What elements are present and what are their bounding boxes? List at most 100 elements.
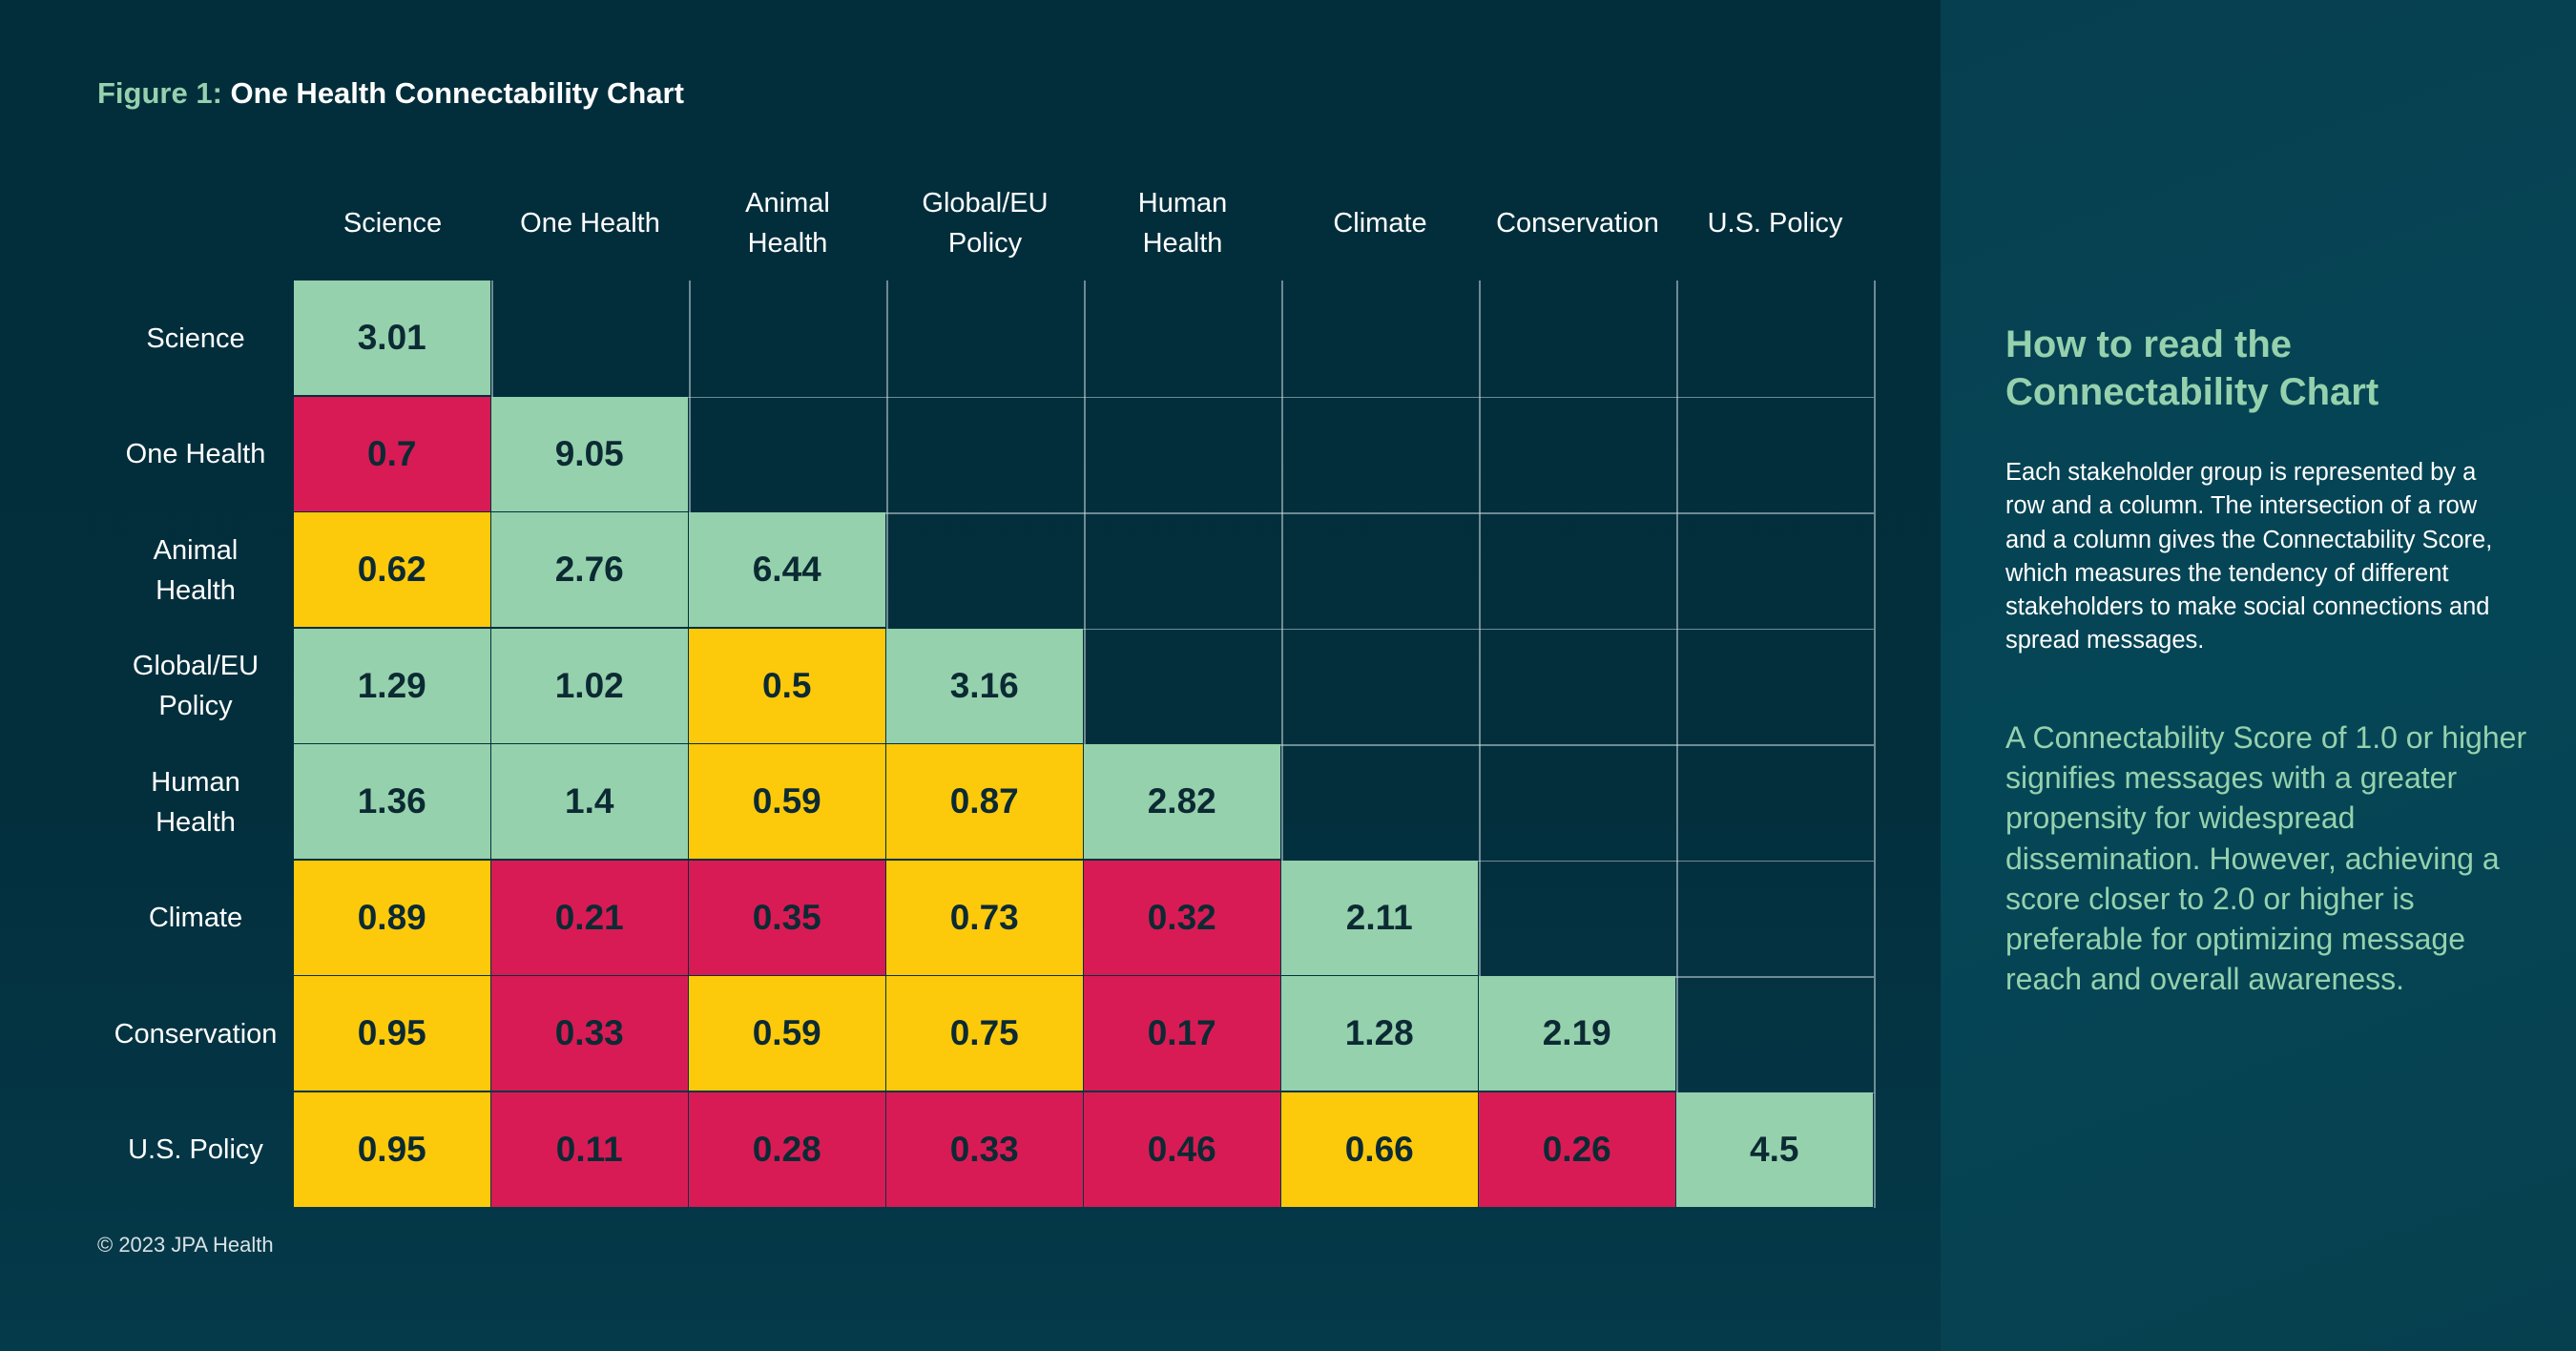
grid-line-vertical: [1874, 281, 1876, 1208]
heatmap-cell: 0.89: [294, 860, 490, 975]
heatmap-cell: 1.36: [294, 744, 490, 859]
cell-value: 1.4: [565, 781, 614, 821]
heatmap-cell: 2.82: [1084, 744, 1280, 859]
heatmap-cell: 0.62: [294, 512, 490, 627]
cell-value: 1.28: [1344, 1013, 1414, 1052]
column-header: Climate: [1333, 208, 1427, 239]
cell-value: 0.21: [554, 897, 624, 937]
grid-line-horizontal: [1479, 976, 1874, 978]
cell-value: 0.7: [367, 433, 417, 473]
cell-value: 0.5: [762, 665, 812, 705]
grid-line-horizontal: [1084, 744, 1874, 746]
heatmap-cell: 1.4: [491, 744, 688, 859]
heatmap-cell: 0.75: [886, 976, 1083, 1091]
heatmap-cell: 0.46: [1084, 1091, 1280, 1207]
explanation-panel: [1941, 0, 2576, 1351]
cell-value: 0.11: [555, 1129, 623, 1169]
cell-value: 0.73: [949, 897, 1019, 937]
column-header: Conservation: [1496, 208, 1659, 239]
cell-value: 0.35: [752, 897, 821, 937]
heatmap-cell: 0.66: [1281, 1091, 1478, 1207]
heatmap-cell: 0.87: [886, 744, 1083, 859]
heatmap-cell: 0.5: [689, 628, 885, 743]
column-header: U.S. Policy: [1707, 208, 1843, 239]
heatmap-cell: 0.73: [886, 860, 1083, 975]
copyright: © 2023 JPA Health: [97, 1233, 274, 1257]
heatmap-cell: 0.32: [1084, 860, 1280, 975]
heatmap-cell: 0.59: [689, 744, 885, 859]
grid-line-vertical: [886, 281, 888, 629]
cell-value: 0.62: [357, 550, 426, 589]
column-header: Global/EU Policy: [922, 188, 1049, 259]
grid-line-horizontal: [689, 512, 1874, 514]
column-header: Science: [343, 208, 443, 239]
row-header: Animal Health: [153, 534, 239, 606]
heatmap-cell: 0.59: [689, 976, 885, 1091]
cell-value: 3.16: [949, 665, 1019, 705]
cell-value: 2.82: [1147, 781, 1216, 821]
row-header: U.S. Policy: [128, 1134, 263, 1166]
column-header: One Health: [520, 208, 660, 239]
heatmap-cell: 0.33: [886, 1091, 1083, 1207]
grid-line-vertical: [1281, 281, 1283, 861]
cell-value: 1.29: [357, 665, 426, 705]
heatmap-cell: 0.26: [1479, 1091, 1675, 1207]
heatmap-cell: 2.19: [1479, 976, 1675, 1091]
figure-title-text: One Health Connectability Chart: [230, 76, 684, 110]
cell-value: 0.32: [1147, 897, 1216, 937]
heatmap-cell: 1.02: [491, 628, 688, 743]
how-to-read-note: A Connectability Score of 1.0 or higher …: [2005, 720, 2527, 997]
cell-value: 4.5: [1750, 1129, 1799, 1169]
cell-value: 0.95: [357, 1129, 426, 1169]
cell-value: 0.33: [949, 1129, 1019, 1169]
cell-value: 0.26: [1542, 1129, 1611, 1169]
heatmap-cell: 3.16: [886, 628, 1083, 743]
cell-value: 0.59: [752, 1013, 821, 1052]
cell-value: 1.36: [357, 781, 426, 821]
heatmap-cell: 3.01: [294, 281, 490, 395]
row-header: Conservation: [114, 1018, 278, 1050]
row-header: Human Health: [151, 766, 240, 838]
heatmap-cell: 0.33: [491, 976, 688, 1091]
cell-value: 2.11: [1345, 897, 1413, 937]
cell-value: 0.75: [949, 1013, 1019, 1052]
cell-value: 2.19: [1542, 1013, 1611, 1052]
heatmap-cell: 9.05: [491, 396, 688, 511]
cell-value: 0.87: [949, 781, 1019, 821]
heatmap-cell: 0.28: [689, 1091, 885, 1207]
cell-value: 0.95: [357, 1013, 426, 1052]
heatmap-cell: 0.7: [294, 396, 490, 511]
heatmap-cell: 0.95: [294, 1091, 490, 1207]
cell-value: 0.33: [554, 1013, 624, 1052]
heatmap-cell: 1.29: [294, 628, 490, 743]
grid-line-horizontal: [1281, 860, 1874, 862]
grid-line-horizontal: [886, 628, 1874, 630]
cell-value: 0.17: [1147, 1013, 1216, 1052]
cell-value: 0.66: [1344, 1129, 1414, 1169]
how-to-read-body: Each stakeholder group is represented by…: [2005, 459, 2493, 655]
cell-value: 9.05: [554, 433, 624, 473]
heatmap-cell: 2.11: [1281, 860, 1478, 975]
figure-label: Figure 1:: [97, 76, 222, 110]
figure-title: Figure 1: One Health Connectability Char…: [97, 76, 684, 111]
heatmap-cell: 0.17: [1084, 976, 1280, 1091]
heatmap-cell: 0.11: [491, 1091, 688, 1207]
row-header: Global/EU Policy: [132, 651, 260, 722]
heatmap-cell: 0.95: [294, 976, 490, 1091]
heatmap-cell: 6.44: [689, 512, 885, 627]
cell-value: 1.02: [554, 665, 624, 705]
grid-line-vertical: [1676, 281, 1678, 1092]
cell-value: 0.46: [1147, 1129, 1216, 1169]
column-header: Animal Health: [745, 188, 830, 259]
grid-line-horizontal: [491, 396, 1874, 398]
row-header: Science: [146, 322, 245, 354]
column-header: Human Health: [1137, 188, 1228, 259]
cell-value: 0.28: [752, 1129, 821, 1169]
heatmap-cell: 0.21: [491, 860, 688, 975]
cell-value: 0.59: [752, 781, 821, 821]
heatmap-cell: 2.76: [491, 512, 688, 627]
row-header: Climate: [148, 903, 243, 934]
heatmap-cell: 4.5: [1676, 1091, 1873, 1207]
grid-line-vertical: [491, 281, 493, 397]
cell-value: 3.01: [357, 318, 426, 357]
